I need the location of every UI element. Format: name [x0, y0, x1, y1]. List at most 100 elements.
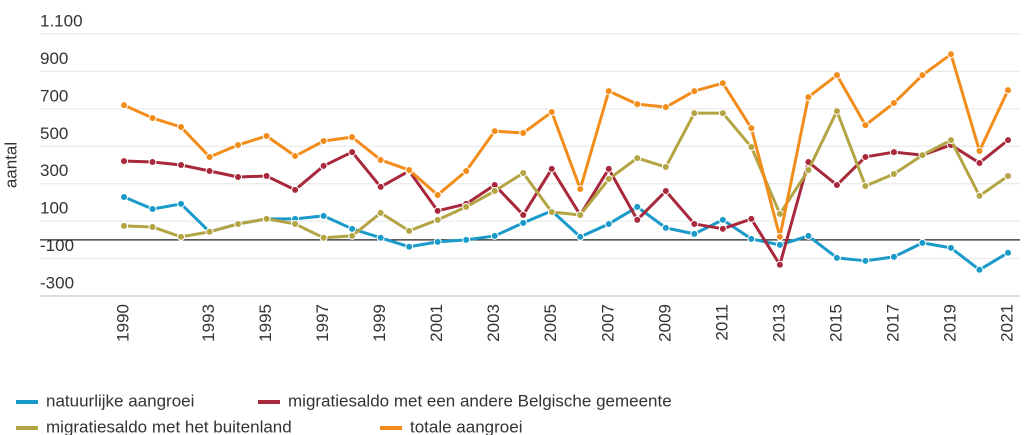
- data-point: [433, 237, 442, 246]
- data-point: [148, 204, 157, 213]
- x-tick-label: 1997: [313, 304, 332, 342]
- y-tick-label: 700: [40, 86, 68, 105]
- data-point: [462, 166, 471, 175]
- data-point: [348, 224, 357, 233]
- data-point: [718, 224, 727, 233]
- data-point: [804, 93, 813, 102]
- data-point: [690, 87, 699, 96]
- data-point: [120, 193, 128, 202]
- data-point: [262, 131, 271, 140]
- data-point: [433, 215, 442, 224]
- data-point: [348, 133, 357, 142]
- data-point: [291, 185, 300, 194]
- data-point: [519, 128, 528, 137]
- data-point: [148, 222, 157, 231]
- data-point: [205, 166, 214, 175]
- data-point: [576, 232, 585, 241]
- legend-label: migratiesaldo met een andere Belgische g…: [288, 391, 672, 410]
- data-point: [462, 235, 471, 244]
- data-point: [405, 166, 414, 175]
- data-point: [889, 252, 898, 261]
- data-point: [804, 231, 813, 240]
- data-point: [832, 107, 841, 116]
- data-point: [177, 161, 186, 169]
- x-tick-label: 2013: [769, 304, 788, 342]
- data-point: [747, 214, 756, 223]
- data-point: [604, 219, 613, 228]
- x-tick-label: 2015: [826, 304, 845, 342]
- data-point: [775, 209, 784, 218]
- data-point: [861, 256, 870, 265]
- data-point: [661, 163, 670, 172]
- data-point: [262, 172, 271, 181]
- data-point: [918, 151, 927, 160]
- data-point: [718, 109, 727, 118]
- data-point: [234, 219, 243, 228]
- data-point: [348, 231, 357, 240]
- data-point: [177, 199, 186, 208]
- data-point: [661, 223, 670, 232]
- data-point: [946, 243, 955, 252]
- series-line: [123, 138, 1009, 267]
- data-point: [547, 164, 556, 173]
- data-point: [490, 187, 499, 196]
- data-point: [376, 182, 385, 191]
- y-tick-label: 1.100: [40, 11, 83, 30]
- data-point: [747, 143, 756, 152]
- data-point: [832, 253, 841, 262]
- data-point: [832, 71, 841, 80]
- data-point: [918, 238, 927, 247]
- y-axis-label: aantal: [1, 142, 20, 188]
- x-tick-label: 1990: [113, 304, 132, 342]
- data-point: [120, 157, 128, 166]
- data-point: [547, 108, 556, 117]
- data-point: [889, 99, 898, 108]
- data-point: [262, 214, 271, 223]
- data-point: [775, 232, 784, 241]
- data-point: [633, 100, 642, 109]
- data-point: [376, 233, 385, 242]
- data-point: [547, 207, 556, 216]
- data-point: [1004, 136, 1012, 145]
- data-point: [1004, 172, 1012, 181]
- x-tick-label: 2005: [541, 304, 560, 342]
- data-point: [747, 124, 756, 133]
- data-point: [661, 187, 670, 196]
- data-point: [148, 158, 157, 167]
- data-point: [690, 109, 699, 118]
- data-point: [205, 227, 214, 236]
- data-point: [946, 50, 955, 59]
- data-point: [861, 152, 870, 161]
- data-point: [633, 202, 642, 211]
- data-point: [433, 206, 442, 215]
- data-point: [376, 208, 385, 217]
- data-point: [690, 219, 699, 228]
- data-point: [405, 226, 414, 235]
- data-point: [405, 242, 414, 251]
- y-tick-label: 100: [40, 199, 68, 218]
- data-point: [747, 234, 756, 243]
- data-point: [234, 140, 243, 149]
- data-point: [946, 136, 955, 145]
- data-point: [1004, 248, 1012, 257]
- data-point: [148, 114, 157, 123]
- data-point: [718, 215, 727, 224]
- x-tick-label: 2017: [883, 304, 902, 342]
- data-point: [604, 175, 613, 184]
- data-point: [319, 233, 328, 242]
- y-tick-label: 300: [40, 161, 68, 180]
- data-point: [975, 146, 984, 155]
- data-point: [519, 218, 528, 227]
- x-tick-label: 2001: [427, 304, 446, 342]
- x-tick-label: 1999: [370, 304, 389, 342]
- data-point: [975, 265, 984, 274]
- data-point: [319, 137, 328, 146]
- data-point: [462, 202, 471, 211]
- x-tick-label: 2009: [655, 304, 674, 342]
- data-point: [291, 152, 300, 161]
- data-point: [120, 221, 128, 230]
- data-point: [889, 148, 898, 157]
- legend-label: migratiesaldo met het buitenland: [46, 417, 292, 435]
- data-point: [604, 87, 613, 96]
